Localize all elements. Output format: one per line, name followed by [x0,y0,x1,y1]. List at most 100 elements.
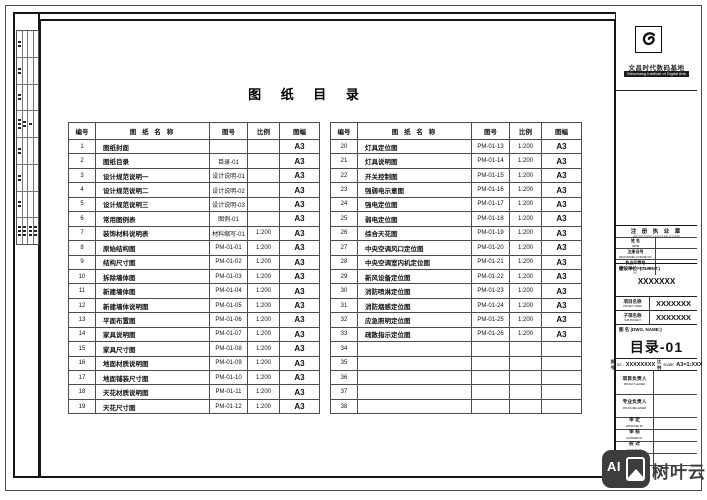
table-cell: 37 [330,384,358,400]
table-row: 35 [330,355,582,372]
table-cell: 21 [330,153,358,169]
column-header: 编号 [68,122,96,140]
table-cell: 27 [330,240,358,256]
table-cell: PM-01-03 [209,268,248,285]
table-cell: 材料缩写-01 [209,225,248,242]
sheet-outer-border [5,5,702,491]
table-cell: 1:200 [509,196,542,213]
table-cell: A3 [279,312,320,328]
table-cell: A3 [541,196,582,213]
table-cell: A3 [279,297,320,314]
drawing-name-section: 图 名 (DWG. NAME:) 目录-01 [616,324,697,358]
table-cell: 34 [330,341,358,357]
drawing-name-value: 目录-01 [629,339,684,355]
table-cell: 中央空调风口定位图 [357,240,472,256]
table-cell: 1:200 [509,326,542,343]
table-cell: 结构尺寸图 [95,254,210,270]
table-row: 10 拆除墙体图 PM-01-03 1:200 A3 [68,268,320,285]
strip-cell [23,218,28,244]
table-cell: 开关控制图 [357,167,472,184]
table-cell [247,196,280,213]
table-cell: 设计规范说明三 [95,196,210,213]
drawing-main-area: 图 纸 目 录 编号图 纸 名 称图号 比例 图幅 1 图纸封面 A3 2 图纸目录 目录-0… [39,19,616,478]
table-cell: 19 [68,398,96,415]
stamp-rows: 姓 名 NAME 注册证号 REGISTERED LICENSE NO. 执业印章号 RE… [616,237,697,275]
signature-row-value [654,395,697,418]
table-row: 5 设计规范说明三 设计说明-03 A3 [68,196,320,213]
table-cell: 1:200 [509,254,542,270]
table-cell: 10 [68,268,96,285]
table-row: 29 新风设备定位图 PM-01-22 1:200 A3 [330,268,582,285]
table-cell: PM-01-14 [471,153,510,169]
project-name-value: XXXXXXX [655,299,692,308]
strip-cell [34,111,39,137]
table-cell: 32 [330,312,358,328]
drawing-no-value: XXXXXXXX [625,361,656,368]
table-cell: 设计说明-01 [209,167,248,184]
table-cell: PM-01-15 [471,167,510,184]
strip-cell [34,138,39,164]
strip-cell [23,191,28,218]
column-header: 图幅 [279,122,320,140]
table-cell: A3 [541,254,582,270]
strip-cell [34,165,39,191]
strip-row [17,191,38,219]
signature-row: 校 对CHECKED BY [616,442,697,455]
table-cell: A3 [279,355,320,372]
stamp-row-value [656,238,697,248]
table-cell [509,341,542,357]
strip-cell [28,111,34,137]
table-cell: A3 [541,138,582,155]
table-cell: PM-01-24 [471,297,510,314]
table-row: 34 [330,341,582,357]
table-cell: 14 [68,326,96,343]
table-cell: A3 [279,398,320,415]
table-row: 33 疏散指示定位图 PM-01-26 1:200 A3 [330,326,582,343]
stamp-row-value [656,249,697,259]
table-cell: 38 [330,398,358,415]
catalog-header-row: 编号图 纸 名 称图号 比例 图幅 [330,122,582,140]
table-row: 1 图纸封面 A3 [68,138,320,155]
table-row: 32 应急照明定位图 PM-01-25 1:200 A3 [330,312,582,328]
column-header: 编号 [330,122,358,140]
table-cell: 设计说明-02 [209,182,248,198]
table-cell: A3 [279,167,320,184]
table-cell: 新建墙体图 [95,283,210,299]
table-row: 30 消防喷淋定位图 PM-01-23 1:200 A3 [330,283,582,299]
table-cell: 设计规范说明二 [95,182,210,198]
scale-value: A3=1:XXX [676,361,703,368]
table-cell: 1:200 [247,240,280,256]
table-row: 23 强弱电示意图 PM-01-16 1:200 A3 [330,182,582,198]
table-cell [471,398,510,415]
table-row: 38 [330,398,582,415]
table-cell: 2 [68,153,96,169]
table-cell: 1:200 [509,240,542,256]
table-cell: 9 [68,254,96,270]
table-cell: PM-01-06 [209,312,248,328]
table-cell: PM-01-09 [209,355,248,372]
table-cell: A3 [279,240,320,256]
scale-label-cn: 比 例 [657,358,662,370]
table-row: 8 原始结构图 PM-01-01 1:200 A3 [68,240,320,256]
strip-cell [17,218,23,244]
table-cell: 中央空调室内机定位图 [357,254,472,270]
table-cell [541,341,582,357]
table-cell: 新风设备定位图 [357,268,472,285]
table-cell: 设计说明-03 [209,196,248,213]
table-cell [357,355,472,372]
page-title: 图 纸 目 录 [248,87,367,102]
table-cell: 29 [330,268,358,285]
strip-cell [28,164,34,191]
strip-cell [34,58,39,84]
client-label: 建设单位: (CLIENT:) [619,266,660,271]
table-cell: 平面布置图 [95,312,210,328]
table-cell [509,369,542,386]
table-cell [209,138,248,155]
subproject-value: XXXXXXX [655,313,692,322]
table-cell: A3 [541,326,582,343]
table-cell: 消防喷淋定位图 [357,283,472,299]
table-cell: 12 [68,297,96,314]
signature-row-label: 项目负责人 PROJECT LEADER [616,371,654,394]
table-cell: A3 [279,153,320,169]
column-header: 图号 [209,122,248,140]
